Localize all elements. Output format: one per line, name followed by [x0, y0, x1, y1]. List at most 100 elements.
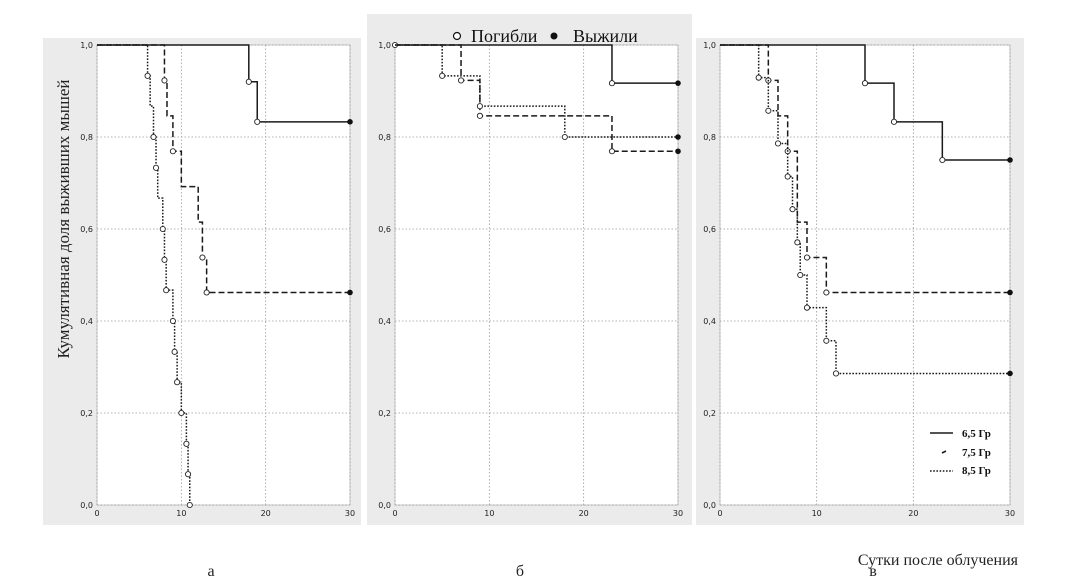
survived-marker [675, 134, 681, 140]
y-tick-label: 0,4 [703, 317, 716, 326]
died-marker [789, 206, 796, 213]
died-marker [823, 337, 830, 344]
died-marker [797, 271, 804, 279]
died-marker [794, 239, 801, 246]
x-tick-label: 20 [261, 509, 271, 518]
y-tick-label: 0,6 [378, 225, 391, 234]
died-marker [803, 304, 811, 311]
survival-curve-c-1 [720, 44, 1010, 161]
x-tick-label: 30 [1005, 509, 1015, 518]
y-tick-label: 0,8 [80, 133, 93, 142]
y-tick-label: 0,0 [378, 501, 391, 510]
legend-entry-8-5: 8,5 Гр [962, 465, 991, 477]
died-marker [832, 370, 840, 377]
y-tick-label: 0,2 [80, 409, 93, 418]
died-marker [144, 72, 151, 79]
x-tick-label: 0 [392, 509, 397, 518]
died-marker [185, 471, 192, 478]
died-marker [161, 256, 168, 263]
plot-area-b [394, 44, 679, 506]
died-marker [765, 107, 772, 114]
legend-line-7-5 [941, 450, 947, 454]
y-tick-label: 0,8 [703, 133, 716, 142]
died-marker [186, 501, 193, 509]
x-tick-label: 20 [908, 509, 918, 518]
y-tick-label: 0,2 [378, 409, 391, 418]
survived-marker [347, 289, 353, 296]
survived-marker [1007, 289, 1013, 296]
y-tick-label: 0,4 [378, 317, 391, 326]
died-marker [608, 80, 616, 87]
died-marker [163, 287, 170, 294]
survival-curve-b-3 [395, 44, 678, 138]
plot-area-c [719, 44, 1011, 506]
died-marker [254, 118, 261, 125]
y-axis-label: Кумулятивная доля выживших мышей [54, 79, 73, 358]
died-marker [183, 440, 190, 447]
y-tick-label: 0,4 [80, 317, 93, 326]
died-marker [171, 348, 178, 355]
died-marker [159, 225, 166, 233]
x-tick-label: 30 [345, 509, 355, 518]
died-marker [169, 317, 176, 325]
x-tick-label: 0 [717, 509, 722, 518]
survival-curve-c-3 [720, 44, 1010, 375]
x-tick-label: 10 [176, 509, 186, 518]
x-axis-label: Сутки после облучения [858, 552, 1019, 569]
died-marker [203, 289, 210, 296]
died-marker [803, 254, 811, 261]
died-marker [823, 289, 830, 296]
x-tick-label: 10 [484, 509, 494, 518]
survived-marker [675, 80, 681, 86]
died-marker [199, 254, 206, 261]
died-marker [755, 74, 762, 81]
plot-panels: 0,0 0,2 0,4 0,6 0,8 1,0 0 10 20 30 0,0 0,2 0,4 0,6 0,8… [80, 41, 1015, 518]
legend-entry-7-5: 7,5 Гр [962, 447, 991, 459]
died-marker [890, 118, 898, 125]
panel-a: 0,0 0,2 0,4 0,6 0,8 1,0 0 10 20 30 [80, 41, 355, 518]
y-tick-label: 0,0 [703, 501, 716, 510]
died-marker [152, 164, 160, 171]
panel-b: 0,0 0,2 0,4 0,6 0,8 1,0 0 10 20 30 [378, 41, 683, 518]
series-legend: 6,5 Гр 7,5 Гр 8,5 Гр [930, 428, 991, 477]
legend-censored-label: Погибли [471, 26, 538, 46]
x-tick-label: 10 [812, 509, 822, 518]
top-legend: Погибли Выжили [452, 26, 638, 46]
panel-label-a: а [207, 563, 214, 580]
y-tick-label: 1,0 [703, 41, 716, 50]
survived-marker [675, 148, 681, 155]
died-marker [476, 103, 483, 110]
died-marker [174, 379, 181, 386]
y-tick-label: 0,0 [80, 501, 93, 510]
panel-label-c: в [869, 563, 877, 580]
x-tick-label: 0 [94, 509, 99, 518]
x-tick-label: 30 [673, 509, 683, 518]
y-tick-label: 0,6 [80, 225, 93, 234]
died-marker [608, 148, 616, 155]
died-marker [439, 72, 446, 79]
died-marker [476, 112, 483, 119]
died-marker [245, 78, 252, 85]
died-marker [861, 80, 869, 87]
panel-label-b: б [516, 563, 524, 580]
panel-c: 0,0 0,2 0,4 0,6 0,8 1,0 0 10 20 30 [703, 41, 1015, 518]
y-tick-label: 0,2 [703, 409, 716, 418]
died-marker [561, 133, 568, 141]
censored-marker-icon [452, 31, 462, 41]
survived-marker [347, 119, 353, 125]
legend-event-label: Выжили [573, 26, 638, 46]
died-marker [784, 173, 791, 180]
x-tick-label: 20 [579, 509, 589, 518]
plot-area-a [96, 44, 351, 506]
died-marker [169, 148, 176, 155]
died-marker [457, 77, 465, 84]
legend-entry-6-5: 6,5 Гр [962, 428, 991, 440]
survival-curve-a-1 [97, 44, 350, 123]
y-tick-label: 1,0 [378, 41, 391, 50]
y-tick-label: 0,6 [703, 225, 716, 234]
y-tick-label: 0,8 [378, 133, 391, 142]
died-marker [161, 77, 168, 84]
survived-marker [1007, 370, 1013, 377]
y-tick-label: 1,0 [80, 41, 93, 50]
